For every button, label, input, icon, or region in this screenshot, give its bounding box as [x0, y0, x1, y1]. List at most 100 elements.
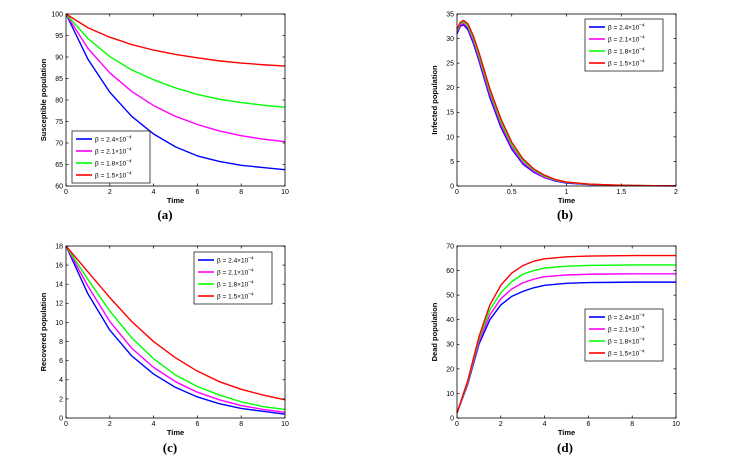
legend-entry-exponent: −4: [639, 22, 645, 28]
series-line-1-3: [456, 19, 677, 187]
y-tick-label: 35: [446, 11, 454, 18]
legend-entry-exponent: −4: [639, 348, 645, 354]
legend-entry: β = 1.8×10−4: [95, 158, 132, 167]
y-tick-label: 0: [450, 415, 454, 422]
legend-entry-exponent: −4: [639, 324, 645, 330]
series-line-3-1: [456, 273, 676, 414]
legend-entry: β = 2.1×10−4: [608, 34, 645, 43]
legend-entry-label: β = 2.1×10: [95, 148, 127, 155]
y-axis-label: Recovered population: [39, 292, 48, 371]
y-tick-label: 0: [450, 183, 454, 190]
legend-entry-exponent: −4: [126, 158, 132, 164]
y-tick-label: 10: [55, 320, 63, 327]
series-line-3-3: [456, 254, 676, 414]
legend-entry: β = 1.8×10−4: [608, 46, 645, 55]
y-tick-label: 70: [55, 140, 63, 147]
series-line-2-0: [65, 245, 286, 415]
legend: β = 2.4×10−4β = 2.1×10−4β = 1.8×10−4β = …: [584, 308, 664, 362]
legend: β = 2.4×10−4β = 2.1×10−4β = 1.8×10−4β = …: [71, 130, 151, 184]
x-tick-label: 6: [195, 189, 199, 196]
chart-0: 0 2 4 6 8 10 60 65 70 75 80 85 90 95 100 Time Susceptibl…: [39, 11, 289, 222]
x-axis-label: Time: [167, 196, 184, 205]
y-tick-label: 90: [55, 54, 63, 61]
y-tick-label: 20: [446, 85, 454, 92]
y-tick-label: 10: [446, 134, 454, 141]
x-tick-label: 1: [565, 189, 569, 196]
x-tick-label: 0.5: [507, 189, 517, 196]
legend-entry-label: β = 2.4×10: [608, 24, 640, 31]
y-tick-label: 25: [446, 61, 454, 68]
x-tick-label: 0: [64, 421, 68, 428]
legend-entry-exponent: −4: [248, 267, 254, 273]
x-tick-label: 1.5: [616, 189, 626, 196]
legend-entry: β = 1.8×10−4: [217, 279, 254, 288]
y-tick-label: 15: [446, 110, 454, 117]
series-line-0-3: [65, 13, 286, 67]
y-tick-label: 40: [446, 317, 454, 324]
x-tick-label: 2: [108, 421, 112, 428]
legend-entry: β = 2.1×10−4: [95, 146, 132, 155]
x-tick-label: 10: [281, 189, 289, 196]
legend-entry: β = 1.5×10−4: [608, 58, 645, 67]
chart-2: 0 2 4 6 8 10 0 2 4 6 8 10 12 14 16 18 Time Recovered popu…: [39, 243, 289, 455]
y-tick-label: 70: [446, 243, 454, 250]
legend-entry: β = 2.4×10−4: [608, 312, 645, 321]
legend-entry-exponent: −4: [248, 279, 254, 285]
legend-entry: β = 1.5×10−4: [608, 348, 645, 357]
y-tick-label: 30: [446, 342, 454, 349]
plot-frame: [65, 245, 286, 419]
legend-entry-exponent: −4: [126, 134, 132, 140]
legend-entry: β = 1.8×10−4: [608, 336, 645, 345]
legend-entry-exponent: −4: [248, 291, 254, 297]
legend-entry-label: β = 2.4×10: [95, 136, 127, 143]
y-tick-label: 80: [55, 97, 63, 104]
y-tick-label: 14: [55, 282, 63, 289]
y-axis-label: Dead population: [430, 302, 439, 361]
y-tick-label: 12: [55, 301, 63, 308]
legend-entry: β = 1.5×10−4: [95, 170, 132, 179]
subfigure-caption: (a): [157, 207, 172, 222]
y-tick-label: 65: [55, 162, 63, 169]
x-tick-label: 2: [108, 189, 112, 196]
y-tick-label: 20: [446, 366, 454, 373]
legend-entry-label: β = 1.8×10: [608, 48, 640, 55]
legend-entry-label: β = 1.5×10: [95, 172, 127, 179]
y-axis-label: Susceptible population: [39, 58, 48, 141]
y-tick-label: 16: [55, 263, 63, 270]
y-tick-label: 10: [446, 391, 454, 398]
x-tick-label: 10: [281, 421, 289, 428]
series-line-3-2: [456, 264, 676, 414]
series-line-2-3: [65, 245, 286, 401]
y-tick-label: 75: [55, 119, 63, 126]
legend-entry-exponent: −4: [639, 336, 645, 342]
series-line-0-1: [65, 13, 286, 143]
x-tick-label: 0: [455, 189, 459, 196]
x-axis-label: Time: [558, 428, 575, 437]
chart-3: 0 2 4 6 8 10 0 10 20 30 40 50 60 70 Time Dead populatio…: [430, 243, 680, 455]
series-line-3-0: [456, 281, 676, 414]
legend-entry-exponent: −4: [639, 46, 645, 52]
legend: β = 2.4×10−4β = 2.1×10−4β = 1.8×10−4β = …: [584, 18, 664, 72]
y-tick-label: 4: [59, 377, 63, 384]
legend-entry-exponent: −4: [639, 58, 645, 64]
legend-entry-label: β = 2.1×10: [608, 36, 640, 43]
subfigure-caption: (d): [557, 440, 573, 455]
legend-entry: β = 2.4×10−4: [95, 134, 132, 143]
y-tick-label: 85: [55, 76, 63, 83]
legend-entry: β = 2.4×10−4: [217, 255, 254, 264]
legend-entry-label: β = 1.5×10: [608, 60, 640, 67]
subfigure-caption: (b): [557, 207, 573, 222]
y-tick-label: 6: [59, 358, 63, 365]
legend-entry-exponent: −4: [126, 146, 132, 152]
legend-entry-label: β = 2.4×10: [608, 314, 640, 321]
x-tick-label: 6: [195, 421, 199, 428]
x-axis-label: Time: [167, 428, 184, 437]
y-tick-label: 5: [450, 159, 454, 166]
y-tick-label: 0: [59, 415, 63, 422]
legend-entry: β = 2.4×10−4: [608, 22, 645, 31]
y-tick-label: 30: [446, 36, 454, 43]
y-tick-label: 50: [446, 293, 454, 300]
legend-entry: β = 1.5×10−4: [217, 291, 254, 300]
x-tick-label: 10: [672, 421, 680, 428]
legend-entry-exponent: −4: [248, 255, 254, 261]
